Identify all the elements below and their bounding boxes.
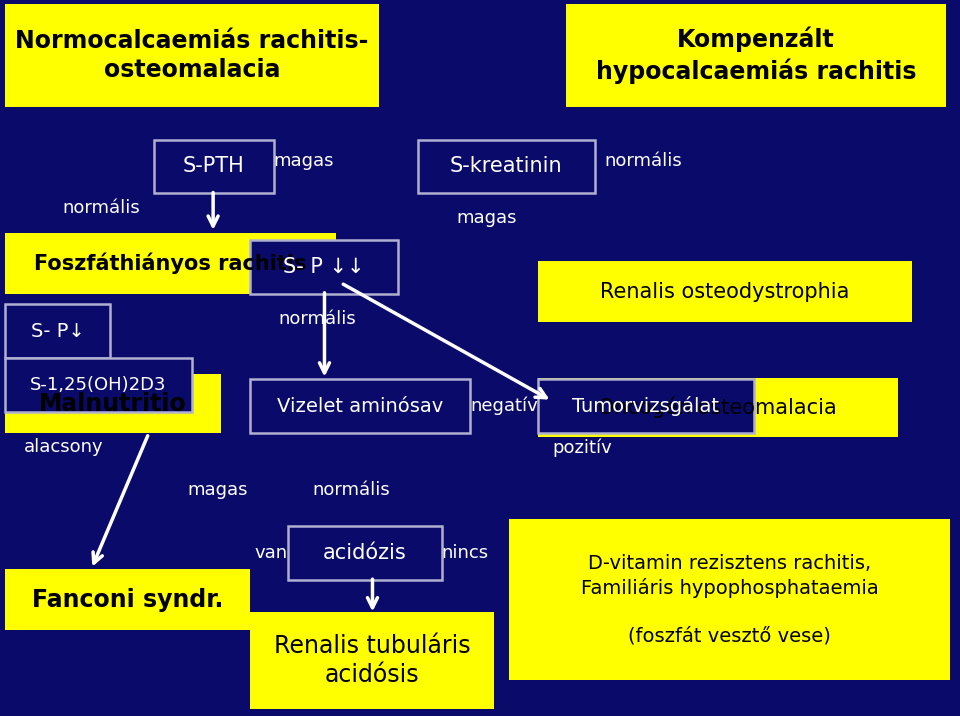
Text: S-1,25(OH)2D3: S-1,25(OH)2D3 bbox=[30, 376, 167, 394]
Text: normális: normális bbox=[62, 198, 140, 217]
FancyBboxPatch shape bbox=[250, 379, 470, 433]
Text: D-vitamin rezisztens rachitis,
Familiáris hypophosphataemia

(foszfát vesztő ves: D-vitamin rezisztens rachitis, Familiári… bbox=[581, 554, 878, 645]
Text: S-kreatinin: S-kreatinin bbox=[450, 157, 563, 176]
Text: Renalis osteodystrophia: Renalis osteodystrophia bbox=[600, 282, 850, 301]
FancyBboxPatch shape bbox=[5, 374, 221, 433]
Text: normális: normális bbox=[278, 309, 356, 328]
FancyBboxPatch shape bbox=[5, 304, 110, 358]
Text: Normocalcaemiás rachitis-
osteomalacia: Normocalcaemiás rachitis- osteomalacia bbox=[15, 29, 369, 82]
Text: Foszfáthiányos rachitis: Foszfáthiányos rachitis bbox=[35, 252, 306, 274]
Text: normális: normális bbox=[605, 152, 683, 170]
Text: Fanconi syndr.: Fanconi syndr. bbox=[32, 588, 223, 611]
FancyBboxPatch shape bbox=[288, 526, 442, 580]
Text: Renalis tubuláris
acidósis: Renalis tubuláris acidósis bbox=[274, 634, 470, 687]
Text: magas: magas bbox=[187, 481, 248, 500]
FancyBboxPatch shape bbox=[538, 261, 912, 322]
FancyBboxPatch shape bbox=[250, 612, 494, 709]
Text: alacsony: alacsony bbox=[24, 438, 104, 457]
FancyBboxPatch shape bbox=[250, 240, 398, 294]
Text: Oncogén osteomalacia: Oncogén osteomalacia bbox=[598, 397, 837, 418]
Text: van: van bbox=[254, 543, 288, 562]
Text: acidózis: acidózis bbox=[323, 543, 407, 563]
Text: S-PTH: S-PTH bbox=[182, 157, 245, 176]
Text: negatív: negatív bbox=[470, 397, 539, 415]
FancyBboxPatch shape bbox=[154, 140, 274, 193]
Text: Malnutritio: Malnutritio bbox=[39, 392, 186, 416]
FancyBboxPatch shape bbox=[566, 4, 946, 107]
Text: magas: magas bbox=[274, 152, 334, 170]
Text: magas: magas bbox=[456, 209, 516, 228]
FancyBboxPatch shape bbox=[5, 358, 192, 412]
FancyBboxPatch shape bbox=[5, 233, 336, 294]
Text: Vizelet aminósav: Vizelet aminósav bbox=[276, 397, 444, 416]
FancyBboxPatch shape bbox=[5, 569, 250, 630]
FancyBboxPatch shape bbox=[538, 378, 898, 437]
Text: S- P ↓↓: S- P ↓↓ bbox=[283, 257, 365, 276]
Text: S- P↓: S- P↓ bbox=[31, 321, 84, 341]
Text: normális: normális bbox=[312, 481, 390, 500]
FancyBboxPatch shape bbox=[418, 140, 595, 193]
Text: nincs: nincs bbox=[442, 543, 489, 562]
Text: Kompenzált
hypocalcaemiás rachitis: Kompenzált hypocalcaemiás rachitis bbox=[596, 27, 916, 84]
Text: pozitív: pozitív bbox=[552, 438, 612, 457]
FancyBboxPatch shape bbox=[538, 379, 754, 433]
Text: Tumorvizsgálat: Tumorvizsgálat bbox=[572, 397, 719, 416]
FancyBboxPatch shape bbox=[509, 519, 950, 680]
FancyBboxPatch shape bbox=[5, 4, 379, 107]
